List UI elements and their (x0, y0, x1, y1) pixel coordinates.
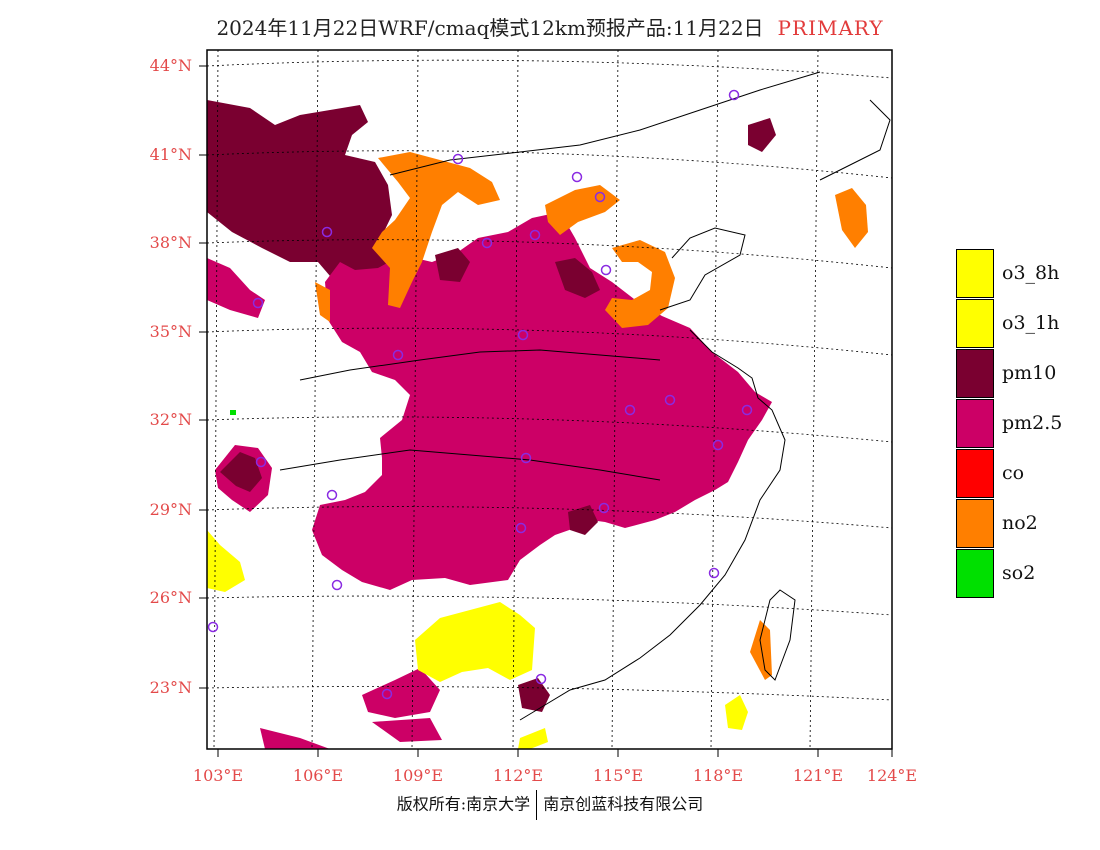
copyright-right: 南京创蓝科技有限公司 (543, 794, 704, 814)
pm25-region-west (207, 258, 265, 318)
city-markers (207, 89, 753, 700)
legend-item-o3-8h: o3_8h (956, 249, 1086, 299)
lon-label-115: 115°E (592, 766, 644, 785)
no2-region-north-china (545, 185, 620, 235)
lon-label-109: 109°E (392, 766, 444, 785)
lon-label-103: 103°E (192, 766, 244, 785)
pm25-region-south-coast (260, 728, 330, 749)
no2-region-inner-mongolia (372, 152, 500, 308)
o3-region-guangdong (415, 602, 535, 682)
legend-item-o3-1h: o3_1h (956, 299, 1086, 349)
legend-label-no2: no2 (1002, 512, 1038, 534)
map-title: 2024年11月22日WRF/cmaq模式12km预报产品:11月22日 PRIM… (0, 12, 1100, 41)
lat-label-38: 38°N (149, 233, 192, 252)
legend-item-so2: so2 (956, 549, 1086, 599)
legend-item-pm10: pm10 (956, 349, 1086, 399)
lat-label-29: 29°N (149, 500, 192, 519)
pm10-region-jiangxi (568, 505, 598, 535)
lat-label-23: 23°N (149, 678, 192, 697)
primary-tag: PRIMARY (777, 16, 884, 40)
legend-label-pm10: pm10 (1002, 362, 1057, 384)
graticule (207, 50, 892, 749)
legend-label-pm25: pm2.5 (1002, 412, 1063, 434)
no2-region-taiwan-west (750, 620, 772, 680)
legend-swatch-o3-1h (956, 299, 994, 348)
footer-separator (536, 790, 538, 820)
lon-label-121: 121°E (792, 766, 844, 785)
title-text: 2024年11月22日WRF/cmaq模式12km预报产品:11月22日 (216, 16, 764, 40)
so2-patch (230, 410, 236, 415)
pm25-region-hainan-north (372, 718, 442, 742)
legend-label-co: co (1002, 462, 1025, 484)
map-frame-border (206, 49, 893, 750)
lon-label-106: 106°E (292, 766, 344, 785)
legend-swatch-pm25 (956, 399, 994, 448)
map-plot-area (207, 50, 892, 749)
legend-swatch-pm10 (956, 349, 994, 398)
no2-region-liaoning (835, 188, 868, 248)
lat-label-26: 26°N (149, 588, 192, 607)
copyright-left: 版权所有:南京大学 (396, 794, 531, 814)
legend-item-co: co (956, 449, 1086, 499)
legend-label-o3-1h: o3_1h (1002, 312, 1060, 334)
pm10-region-yellow-river (435, 248, 470, 282)
pm10-region-northwest (207, 100, 392, 292)
legend-swatch-no2 (956, 499, 994, 548)
lat-label-35: 35°N (149, 322, 192, 341)
no2-region-shandong-ring (605, 240, 675, 328)
lon-label-112: 112°E (492, 766, 544, 785)
legend-swatch-so2 (956, 549, 994, 598)
o3-region-guangdong-south (518, 728, 548, 749)
legend-item-no2: no2 (956, 499, 1086, 549)
lat-label-44: 44°N (149, 56, 192, 75)
no2-region-loess (315, 282, 330, 322)
pm10-region-northeast (748, 118, 776, 152)
lat-label-32: 32°N (149, 410, 192, 429)
pm10-region-sichuan (220, 452, 262, 492)
legend-item-pm25: pm2.5 (956, 399, 1086, 449)
o3-region-yunnan (207, 530, 245, 592)
legend-label-so2: so2 (1002, 562, 1036, 584)
legend-swatch-co (956, 449, 994, 498)
axis-ticks (199, 65, 893, 757)
pm10-region-hebei (555, 258, 600, 298)
lon-label-124: 124°E (866, 766, 918, 785)
lon-label-118: 118°E (692, 766, 744, 785)
pm25-region-guangxi (362, 668, 440, 718)
pm25-region-central-china (312, 212, 772, 590)
pm10-region-guangxi (518, 678, 550, 712)
o3-region-south-sea (725, 695, 748, 730)
lat-label-41: 41°N (149, 145, 192, 164)
legend-label-o3-8h: o3_8h (1002, 262, 1060, 284)
legend-swatch-o3-8h (956, 249, 994, 298)
copyright-footer: 版权所有:南京大学 南京创蓝科技有限公司 (0, 790, 1100, 820)
pollutant-legend: o3_8h o3_1h pm10 pm2.5 co no2 so2 (956, 249, 1086, 599)
coastline-borders (279, 71, 891, 721)
